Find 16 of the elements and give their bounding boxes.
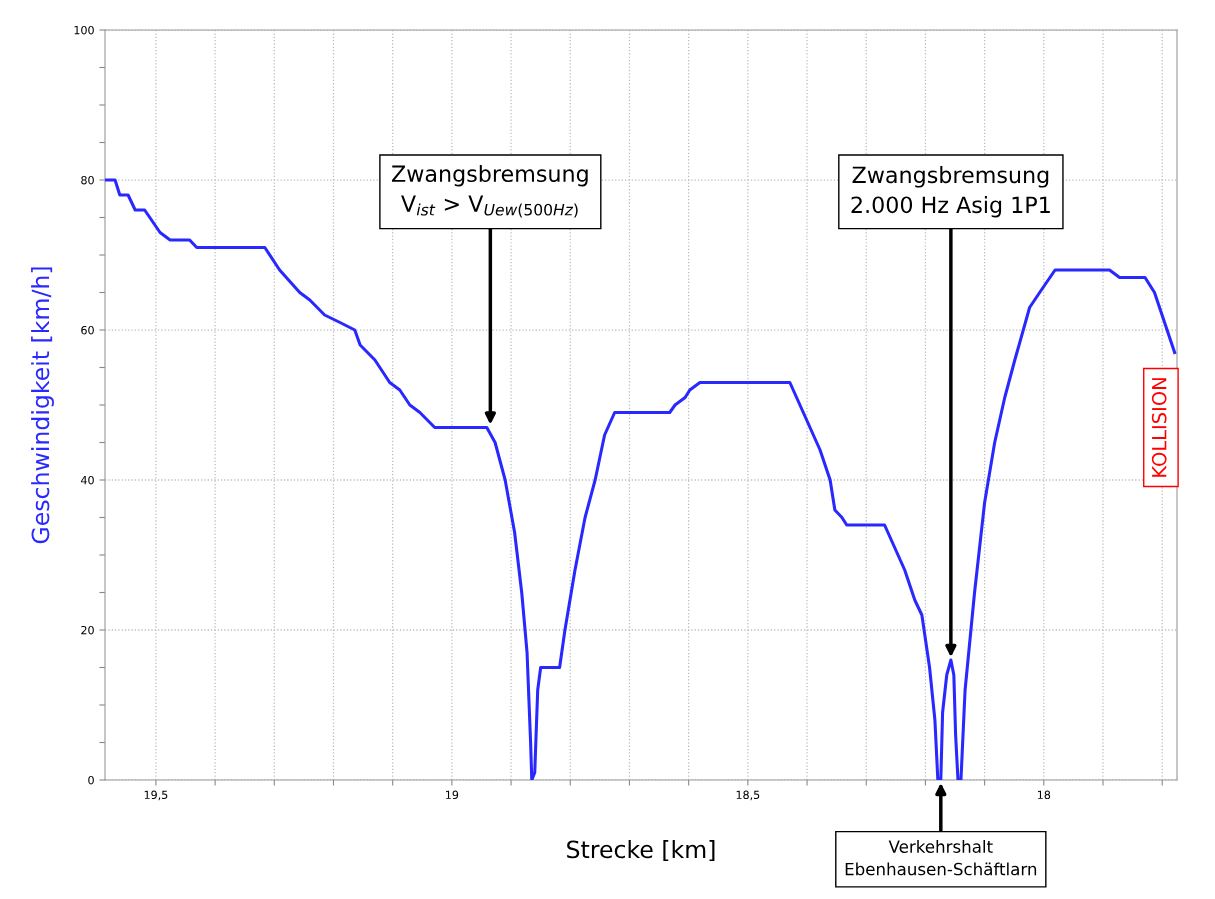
y-tick-label: 0 bbox=[88, 775, 94, 785]
y-tick-label: 100 bbox=[74, 25, 94, 35]
y-tick-label: 60 bbox=[81, 325, 94, 335]
x-tick-label: 19 bbox=[446, 790, 459, 800]
y-tick-label: 40 bbox=[80, 475, 94, 485]
annotation: Zwangsbremsung V$_{ist}$ > V$_{Uew(500Hz)}$ bbox=[392, 164, 588, 218]
annotation: Verkehrshalt Ebenhausen-Schäftlarn bbox=[845, 840, 1037, 876]
annotation: Zwangsbremsung 2.000 Hz Asig 1P1 bbox=[851, 166, 1050, 218]
x-axis-title: Strecke [km] bbox=[567, 840, 715, 862]
y-axis-title: Geschwindigkeit [km/h] bbox=[31, 267, 54, 544]
y-tick-label: 80 bbox=[81, 175, 94, 185]
x-tick-label: 19,5 bbox=[144, 790, 168, 801]
x-tick-label: 18,5 bbox=[736, 790, 760, 801]
x-tick-label: 18 bbox=[1037, 790, 1051, 800]
y-tick-label: 20 bbox=[81, 625, 94, 635]
annotation: KOLLISION bbox=[1151, 378, 1167, 477]
